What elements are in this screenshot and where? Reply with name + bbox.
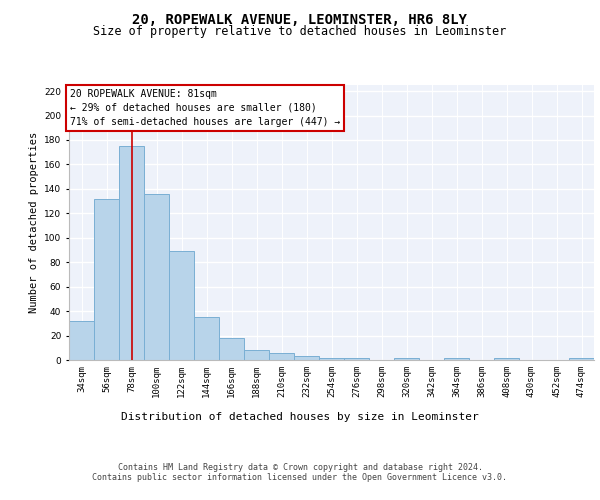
Bar — [394, 358, 419, 360]
Bar — [219, 338, 244, 360]
Bar — [344, 358, 369, 360]
Bar — [119, 146, 144, 360]
Y-axis label: Number of detached properties: Number of detached properties — [29, 132, 38, 313]
Bar — [144, 194, 169, 360]
Bar — [494, 358, 519, 360]
Bar — [569, 358, 594, 360]
Bar — [69, 321, 94, 360]
Bar — [319, 358, 344, 360]
Bar — [244, 350, 269, 360]
Bar — [194, 317, 219, 360]
Bar — [169, 251, 194, 360]
Text: Distribution of detached houses by size in Leominster: Distribution of detached houses by size … — [121, 412, 479, 422]
Text: 20, ROPEWALK AVENUE, LEOMINSTER, HR6 8LY: 20, ROPEWALK AVENUE, LEOMINSTER, HR6 8LY — [133, 12, 467, 26]
Bar — [444, 358, 469, 360]
Text: 20 ROPEWALK AVENUE: 81sqm
← 29% of detached houses are smaller (180)
71% of semi: 20 ROPEWALK AVENUE: 81sqm ← 29% of detac… — [70, 88, 341, 126]
Text: Size of property relative to detached houses in Leominster: Size of property relative to detached ho… — [94, 25, 506, 38]
Bar — [294, 356, 319, 360]
Bar — [269, 352, 294, 360]
Bar — [94, 198, 119, 360]
Text: Contains HM Land Registry data © Crown copyright and database right 2024.
Contai: Contains HM Land Registry data © Crown c… — [92, 462, 508, 482]
